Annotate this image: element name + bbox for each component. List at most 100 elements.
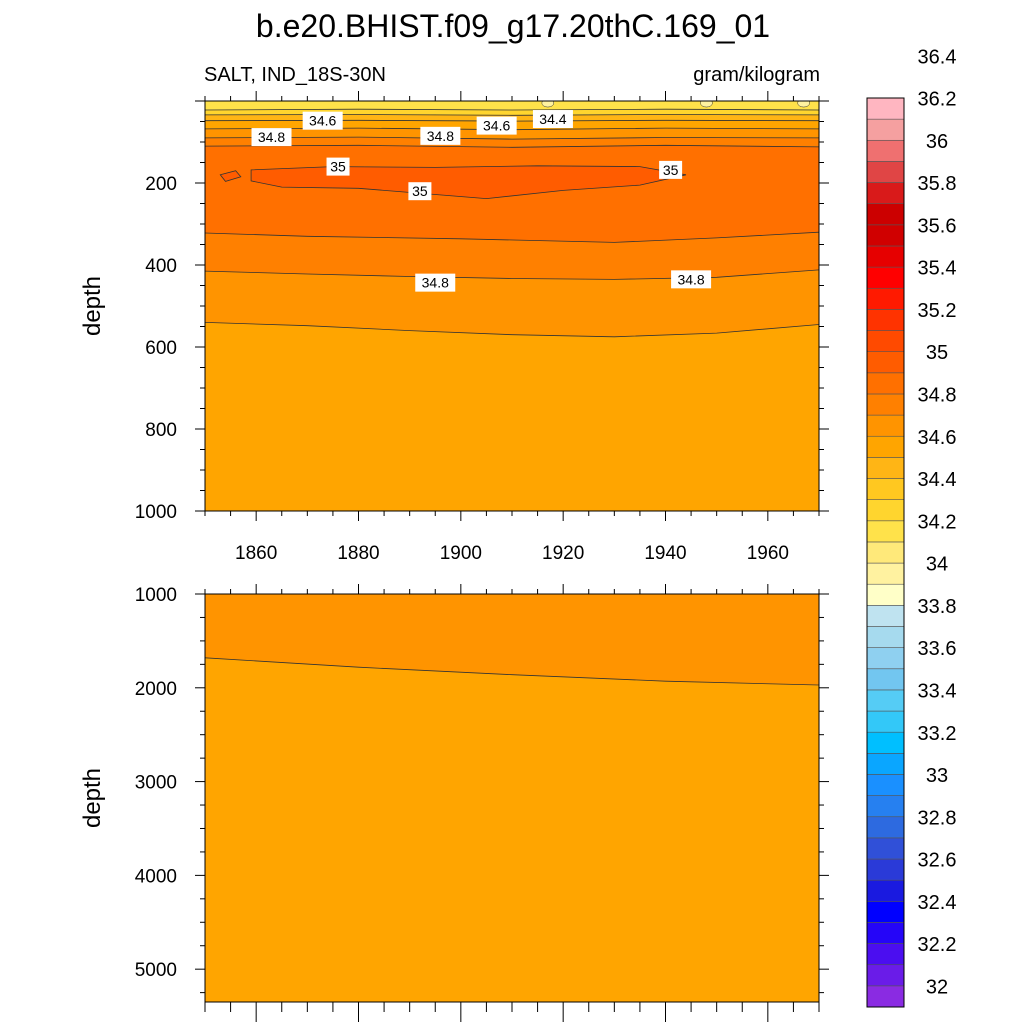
upper-y-axis: 200 400 600 800 1000: [135, 100, 829, 523]
fresh-patch-2: [797, 101, 810, 108]
colorbar-label: 34.2: [918, 511, 957, 533]
svg-text:34.8: 34.8: [258, 129, 285, 145]
colorbar-swatch: [866, 520, 905, 543]
colorbar-swatch: [866, 97, 905, 120]
svg-text:35: 35: [663, 162, 679, 178]
lower-panel: 1000 2000 3000 4000 5000 depth: [79, 584, 829, 1022]
y-tick-label: 1000: [135, 502, 177, 523]
variable-label: SALT, IND_18S-30N: [204, 64, 386, 86]
svg-text:34.8: 34.8: [677, 271, 704, 287]
y-tick-label: 400: [145, 256, 177, 277]
colorbar-swatch: [866, 583, 905, 606]
colorbar-swatch: [866, 753, 905, 775]
colorbar-swatch: [866, 774, 905, 796]
colorbar-label: 33.6: [918, 638, 957, 660]
x-tick-label: 1900: [440, 543, 482, 564]
svg-text:34.4: 34.4: [539, 111, 566, 127]
colorbar-label: 35.4: [918, 258, 957, 280]
contour-label-1: 34.6: [476, 116, 517, 135]
contour-label-0: 34.6: [302, 111, 343, 130]
upper-x-axis: 1860 1880 1900 1920 1940 1960: [204, 91, 820, 564]
colorbar-label: 32.2: [918, 934, 957, 956]
colorbar-swatch: [866, 499, 905, 522]
colorbar-frame: [866, 97, 905, 1008]
colorbar-swatch: [866, 351, 905, 374]
colorbar-label: 34.6: [918, 427, 957, 449]
colorbar-swatch: [866, 457, 905, 479]
colorbar-swatch: [866, 901, 905, 923]
contour-line-6: [205, 231, 819, 243]
colorbar-swatch: [866, 985, 905, 1008]
colorbar-swatch: [866, 118, 905, 141]
units-label: gram/kilogram: [693, 64, 820, 86]
colorbar-swatch: [866, 161, 905, 183]
figure-title: b.e20.BHIST.f09_g17.20thC.169_01: [256, 8, 770, 44]
upper-band-shallow-34.2: [205, 101, 819, 110]
lower-y-tick-label: 4000: [135, 866, 177, 887]
colorbar-label: 35.2: [918, 300, 957, 322]
colorbar-swatch: [866, 393, 905, 416]
colorbar-swatch: [866, 964, 905, 987]
colorbar-swatch: [866, 689, 905, 712]
contour-line-8: [205, 322, 819, 338]
colorbar-swatch: [866, 626, 905, 648]
lower-y-axis-label: depth: [79, 768, 106, 828]
lower-contour-line: [204, 657, 820, 686]
colorbar-swatch: [866, 266, 905, 289]
lower-y-tick-label: 1000: [135, 585, 177, 606]
contour-line-5: [205, 144, 819, 148]
colorbar-label: 32: [926, 976, 948, 998]
lower-x-axis: [204, 584, 820, 1022]
colorbar-swatch: [866, 816, 905, 839]
colorbar-label: 32.8: [918, 807, 957, 829]
fresh-patch-1: [700, 101, 713, 108]
colorbar-swatch: [866, 922, 905, 944]
contour-label-4: 34.8: [420, 126, 461, 145]
colorbar-label: 33.4: [918, 680, 957, 702]
colorbar-swatch: [866, 541, 905, 564]
svg-text:34.6: 34.6: [309, 113, 336, 129]
x-tick-label: 1920: [542, 543, 584, 564]
colorbar-swatch: [866, 858, 905, 881]
colorbar-swatch: [866, 837, 905, 860]
colorbar-label: 35: [926, 342, 948, 364]
colorbar-label: 33.8: [918, 596, 957, 618]
lower-y-tick-label: 5000: [135, 960, 177, 981]
colorbar-label: 32.6: [918, 850, 957, 872]
colorbar-swatch: [866, 139, 905, 162]
colorbar-label: 35.6: [918, 215, 957, 237]
x-tick-label: 1880: [337, 543, 379, 564]
colorbar-swatch: [866, 710, 905, 733]
colorbar-swatch: [866, 182, 905, 204]
colorbar-swatch: [866, 287, 905, 310]
upper-fill-bands: [205, 101, 819, 338]
svg-text:34.8: 34.8: [427, 128, 454, 144]
colorbar-swatch: [866, 224, 905, 247]
contour-label-7: 35: [659, 160, 683, 179]
contour-label-2: 34.4: [532, 110, 573, 129]
colorbar-swatch: [866, 562, 905, 585]
colorbar-label: 36: [926, 131, 948, 153]
contour-line-0: [205, 108, 819, 111]
colorbar-label: 33: [926, 765, 948, 787]
colorbar-label: 36.2: [918, 89, 957, 111]
colorbar-label: 35.8: [918, 173, 957, 195]
y-tick-label: 200: [145, 174, 177, 195]
lower-y-tick-label: 3000: [135, 773, 177, 794]
colorbar-swatch: [866, 435, 905, 458]
upper-y-axis-label: depth: [79, 276, 106, 336]
colorbar: 32 32.2 32.4 32.6 32.8 33 33.2 33.4 33.6 33.8 34 34…: [866, 46, 957, 1008]
contour-line-4: [205, 136, 819, 140]
contour-label-8: 34.8: [415, 273, 456, 292]
colorbar-label: 34.4: [918, 469, 957, 491]
fresh-patch-0: [541, 101, 555, 108]
svg-text:34.6: 34.6: [483, 118, 510, 134]
colorbar-swatch: [866, 647, 905, 670]
colorbar-swatch: [866, 309, 905, 331]
contour-label-9: 34.8: [671, 270, 712, 289]
colorbar-swatch: [866, 203, 905, 226]
colorbar-label: 34.8: [918, 385, 957, 407]
contour-label-3: 34.8: [251, 128, 292, 147]
colorbar-label: 32.4: [918, 892, 957, 914]
